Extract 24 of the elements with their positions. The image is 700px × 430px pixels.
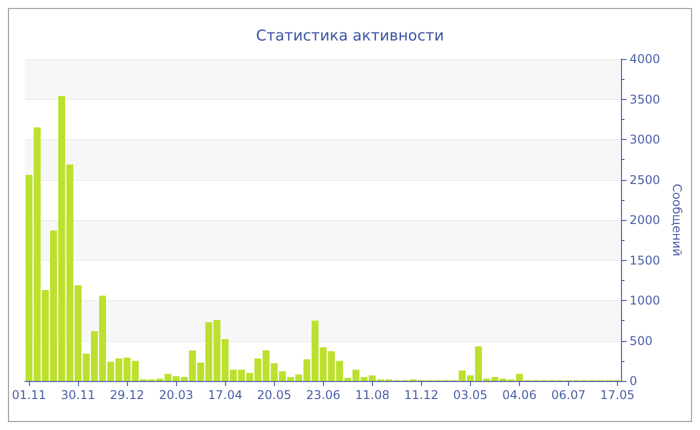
y-tick-label: 2000 (630, 213, 660, 227)
y-axis-title: Сообщений (670, 184, 684, 256)
x-tick-label: 01.11 (12, 388, 46, 402)
x-tick-label: 11.12 (404, 388, 438, 402)
x-tick-label: 29.12 (110, 388, 144, 402)
x-tick-label: 17.05 (600, 388, 635, 402)
x-tick-label: 23.06 (306, 388, 340, 402)
y-tick-label: 1000 (630, 294, 660, 308)
x-tick-label: 17.04 (208, 388, 242, 402)
x-tick-label: 06.07 (551, 388, 586, 402)
chart-title: Статистика активности (256, 26, 444, 44)
x-tick-label: 03.05 (453, 388, 488, 402)
y-tick-label: 2500 (630, 172, 660, 187)
x-tick-label: 30.11 (60, 388, 96, 402)
y-tick-label: 4000 (630, 52, 660, 66)
x-tick-label: 04.06 (502, 388, 537, 402)
y-tick-label: 3000 (630, 132, 660, 146)
y-tick-label: 1500 (630, 253, 660, 268)
x-tick-label: 20.05 (257, 388, 292, 402)
x-tick-label: 20.03 (158, 388, 194, 402)
y-tick-label: 3500 (630, 92, 660, 106)
x-tick-label: 11.08 (355, 388, 390, 402)
y-tick-label: 500 (630, 334, 652, 348)
y-tick-label: 0 (630, 374, 638, 388)
